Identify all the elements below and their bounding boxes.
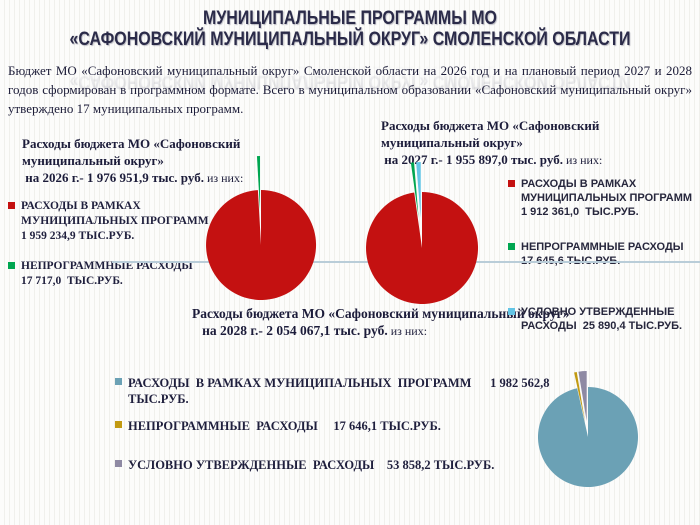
legend-item: РАСХОДЫ В РАМКАХ МУНИЦИПАЛЬНЫХ ПРОГРАММ … [115,375,550,407]
legend-color-swatch-icon [8,202,15,209]
legend-item-label: РАСХОДЫ В РАМКАХ МУНИЦИПАЛЬНЫХ ПРОГРАММ 1 … [21,200,209,242]
legend-item-label: НЕПРОГРАММНЫЕ РАСХОДЫ 17 717,0 ТЫС.РУБ. [21,260,193,287]
legend-item: НЕПРОГРАММНЫЕ РАСХОДЫ 17 646,1 ТЫС.РУБ. [115,418,540,434]
legend-2026: РАСХОДЫ В РАМКАХ МУНИЦИПАЛЬНЫХ ПРОГРАММ 1 … [8,199,209,289]
legend-item-label: УСЛОВНО УТВЕРЖДЕННЫЕ РАСХОДЫ 25 890,4 ТЫС… [521,306,683,332]
legend-2028: РАСХОДЫ В РАМКАХ МУНИЦИПАЛЬНЫХ ПРОГРАММ … [115,375,550,473]
legend-item-label: РАСХОДЫ В РАМКАХ МУНИЦИПАЛЬНЫХ ПРОГРАММ 1 … [521,178,693,218]
legend-connector-line [112,261,700,263]
legend-item: НЕПРОГРАММНЫЕ РАСХОДЫ 17 717,0 ТЫС.РУБ. [8,259,198,289]
legend-item-label: НЕПРОГРАММНЫЕ РАСХОДЫ 17 646,1 ТЫС.РУБ. [128,419,441,433]
legend-color-swatch-icon [508,308,515,315]
pie-2027-slice-0 [366,192,479,305]
legend-color-swatch-icon [115,378,122,385]
pie-2026-slice-0 [206,189,317,300]
pie-2028-slice-2 [578,371,587,422]
legend-color-swatch-icon [508,180,515,187]
legend-item-label: РАСХОДЫ В РАМКАХ МУНИЦИПАЛЬНЫХ ПРОГРАММ … [128,376,550,406]
pie-chart-2028 [537,371,638,487]
legend-item: УСЛОВНО УТВЕРЖДЕННЫЕ РАСХОДЫ 25 890,4 ТЫС… [508,305,700,333]
legend-color-swatch-icon [508,243,515,250]
legend-color-swatch-icon [115,460,122,467]
pie-chart-2027 [366,162,479,305]
chart-title-2026: Расходы бюджета МО «Сафоновский муниципа… [22,136,244,185]
legend-color-swatch-icon [115,421,122,428]
slide-title-line2: «САФОНОВСКИЙ МУНИЦИПАЛЬНЫЙ ОКРУГ» СМОЛЕН… [69,29,631,50]
slide-title: МУНИЦИПАЛЬНЫЕ ПРОГРАММЫ МО «САФОНОВСКИЙ … [0,8,700,50]
pie-2028-slice-0 [537,387,638,487]
pie-2027-slice-1 [410,162,419,219]
legend-item-label: УСЛОВНО УТВЕРЖДЕННЫЕ РАСХОДЫ 53 858,2 ТЫ… [128,458,495,472]
pie-2028-slice-1 [574,371,585,422]
legend-color-swatch-icon [8,262,15,269]
pie-2027-slice-2 [416,162,421,219]
slide-title-line1: МУНИЦИПАЛЬНЫЕ ПРОГРАММЫ МО [203,8,497,29]
legend-item: УСЛОВНО УТВЕРЖДЕННЫЕ РАСХОДЫ 53 858,2 ТЫ… [115,457,540,473]
chart-title-2028: Расходы бюджета МО «Сафоновский муниципа… [192,306,570,338]
legend-item: РАСХОДЫ В РАМКАХ МУНИЦИПАЛЬНЫХ ПРОГРАММ 1 … [508,177,700,219]
intro-paragraph: Бюджет МО «Сафоновский муниципальный окр… [8,63,692,116]
chart-title-2027: Расходы бюджета МО «Сафоновский муниципа… [381,118,603,167]
legend-item: РАСХОДЫ В РАМКАХ МУНИЦИПАЛЬНЫХ ПРОГРАММ 1 … [8,199,209,244]
legend-2027: РАСХОДЫ В РАМКАХ МУНИЦИПАЛЬНЫХ ПРОГРАММ 1 … [508,177,700,333]
